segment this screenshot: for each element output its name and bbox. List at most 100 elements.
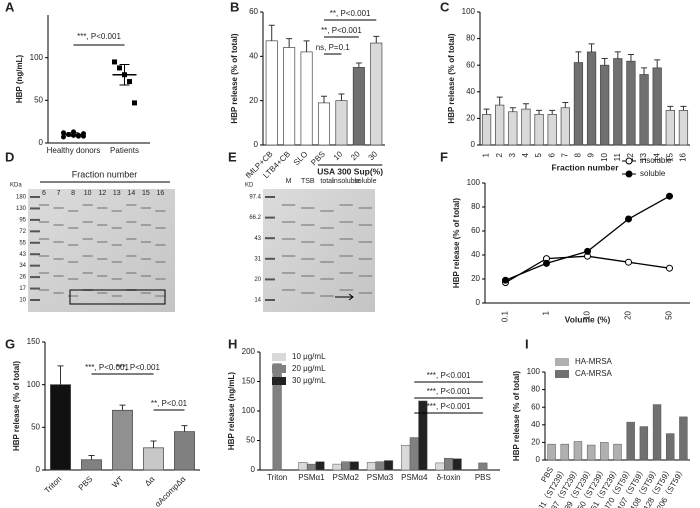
y-tick-label: 100 (242, 406, 256, 415)
sem-bar (68, 132, 79, 137)
y-tick-label: 200 (242, 347, 256, 356)
legend-swatch (555, 370, 569, 378)
error-bar (522, 103, 529, 110)
bar (481, 114, 492, 146)
lane-label: 13 (113, 190, 121, 197)
error-bar (667, 105, 674, 111)
gel-unit: KD (245, 183, 254, 189)
gel-band (140, 258, 151, 260)
gel-band (358, 241, 373, 243)
lane-label: insoluble (332, 178, 360, 185)
bar (452, 458, 462, 471)
gel-band (82, 204, 93, 206)
x-tick-label: PSMα2 (333, 473, 360, 482)
data-point (543, 259, 550, 267)
legend-label: CA-MRSA (575, 369, 613, 378)
panel-letter: G (5, 336, 15, 351)
gel-band (339, 255, 353, 257)
gel-band (126, 238, 137, 240)
y-tick-label: 20 (471, 274, 480, 283)
bar (112, 409, 133, 471)
gel-band (155, 295, 166, 297)
y-tick-label: 80 (466, 34, 475, 43)
bar (143, 447, 164, 471)
data-point (117, 65, 122, 71)
y-tick-label: 20 (531, 438, 540, 447)
ladder-band (265, 278, 275, 281)
annotation: ***, P<0.001 (427, 371, 471, 380)
bar (50, 384, 71, 471)
arrow (335, 293, 354, 301)
legend-marker (625, 170, 633, 178)
gel-band (53, 292, 64, 294)
bar (521, 108, 531, 146)
x-tick-label: δ-toxin (437, 473, 461, 482)
gel-band (358, 207, 373, 209)
legend-swatch (272, 353, 286, 361)
error-bar (181, 425, 188, 432)
gel-band (68, 227, 79, 229)
bar (306, 463, 316, 471)
gel-band (281, 289, 296, 291)
ladder-band (265, 237, 275, 240)
bar (652, 67, 662, 146)
gel-image (263, 189, 375, 312)
panel-letter: B (230, 0, 239, 14)
bar (478, 462, 488, 471)
x-tick-label: 30 (367, 149, 380, 162)
bar (665, 110, 675, 146)
bar (401, 444, 411, 471)
bar (370, 42, 383, 146)
gel-band (82, 238, 93, 240)
y-tick-label: 0 (254, 140, 259, 149)
annotation: ns, P=0.1 (316, 43, 351, 52)
gel-band (140, 275, 151, 277)
bar (547, 114, 557, 146)
gel-band (53, 241, 64, 243)
bar (652, 404, 662, 461)
y-tick-label: 100 (462, 7, 476, 16)
marker-label: 31 (254, 256, 261, 262)
y-tick-label: 60 (531, 402, 540, 411)
error-bar (575, 51, 582, 63)
annotation: ***, P<0.001 (85, 363, 129, 372)
gel-band (140, 241, 151, 243)
x-tick-label: 9 (587, 152, 596, 157)
y-tick-label: 40 (466, 87, 475, 96)
error-bar (536, 109, 543, 115)
gel-band (53, 258, 64, 260)
ladder-band (265, 196, 275, 198)
gel-band (82, 255, 93, 257)
y-tick-label: 150 (242, 377, 256, 386)
gel-band (301, 241, 315, 243)
y-tick-label: 50 (34, 95, 43, 104)
gel-band (301, 224, 315, 226)
ladder-band (30, 299, 40, 301)
bar (547, 443, 556, 461)
lane-label: soluble (354, 178, 376, 185)
gel-band (68, 261, 79, 263)
panel-letter: C (440, 0, 450, 14)
data-point (127, 79, 132, 85)
bar (495, 104, 505, 146)
x-axis-label: Fraction number (551, 162, 619, 172)
gel-band (38, 204, 50, 206)
ladder-band (30, 253, 40, 256)
y-axis-label: HBP release (% of total) (230, 33, 239, 123)
ladder-band (30, 241, 40, 244)
bar (341, 461, 351, 471)
bar (586, 51, 597, 146)
gel-band (281, 204, 296, 206)
legend-swatch (272, 365, 286, 373)
x-tick-label: 50 (665, 310, 674, 319)
data-point (61, 134, 66, 140)
bar (626, 421, 635, 461)
gel-band (155, 244, 166, 246)
gel-band (97, 258, 108, 260)
bar (418, 400, 428, 471)
legend-label: HA-MRSA (575, 357, 613, 366)
y-tick-label: 100 (30, 53, 44, 62)
panel-letter: F (440, 149, 448, 164)
bar (298, 462, 308, 471)
error-bar (627, 54, 634, 62)
